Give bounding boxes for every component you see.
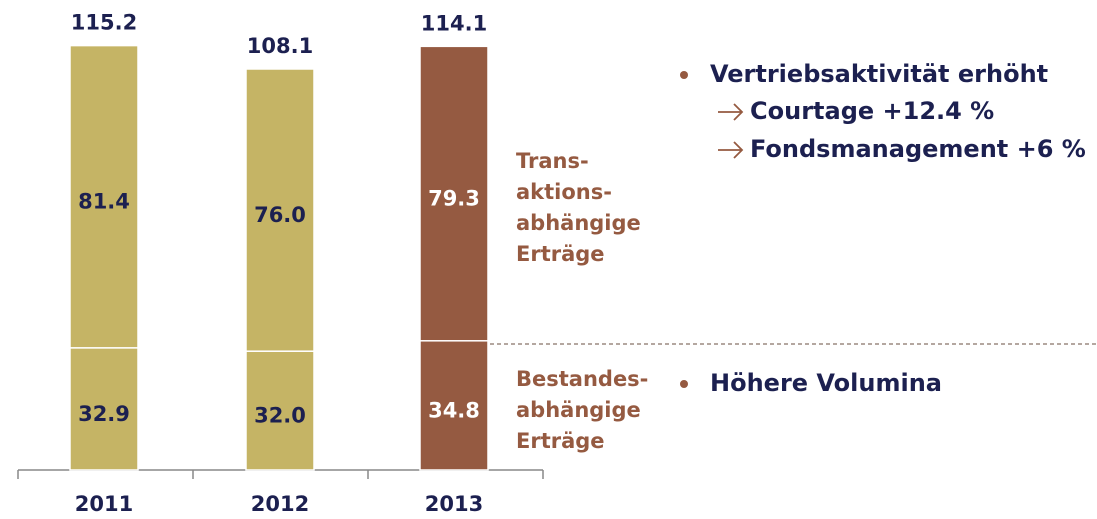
total-label: 114.1 [421, 11, 487, 35]
series-label: Bestandes- [516, 367, 648, 391]
total-label: 108.1 [247, 34, 313, 58]
x-tick-label: 2012 [251, 492, 309, 516]
value-label: 32.9 [78, 402, 130, 426]
series-label: Erträge [516, 242, 605, 266]
total-label: 115.2 [71, 11, 137, 35]
value-label: 79.3 [428, 187, 480, 211]
x-tick-label: 2011 [75, 492, 133, 516]
value-label: 32.0 [254, 404, 306, 428]
value-label: 81.4 [78, 190, 130, 214]
bar-segment [419, 340, 489, 471]
bullet-text: Höhere Volumina [710, 369, 942, 397]
bullet-sub: Fondsmanagement +6 % [750, 135, 1086, 163]
arrows [718, 103, 744, 159]
series-label: aktions- [516, 180, 612, 204]
bar-segment [245, 350, 315, 471]
bullet [680, 71, 688, 79]
bullet-text: Vertriebsaktivität erhöht [710, 60, 1048, 88]
series-label: abhängige [516, 211, 641, 235]
bullet [680, 380, 688, 388]
x-tick-label: 2013 [425, 492, 483, 516]
bullet-sub: Courtage +12.4 % [750, 97, 994, 125]
axis-ticks [17, 470, 544, 479]
bar-segment [419, 45, 489, 342]
value-label: 76.0 [254, 203, 306, 227]
bar-segment [69, 44, 139, 349]
series-label: Erträge [516, 429, 605, 453]
bar-segment [245, 68, 315, 352]
series-label: abhängige [516, 398, 641, 422]
series-label: Trans- [516, 149, 589, 173]
bar-segment [69, 347, 139, 471]
value-label: 34.8 [428, 398, 480, 422]
